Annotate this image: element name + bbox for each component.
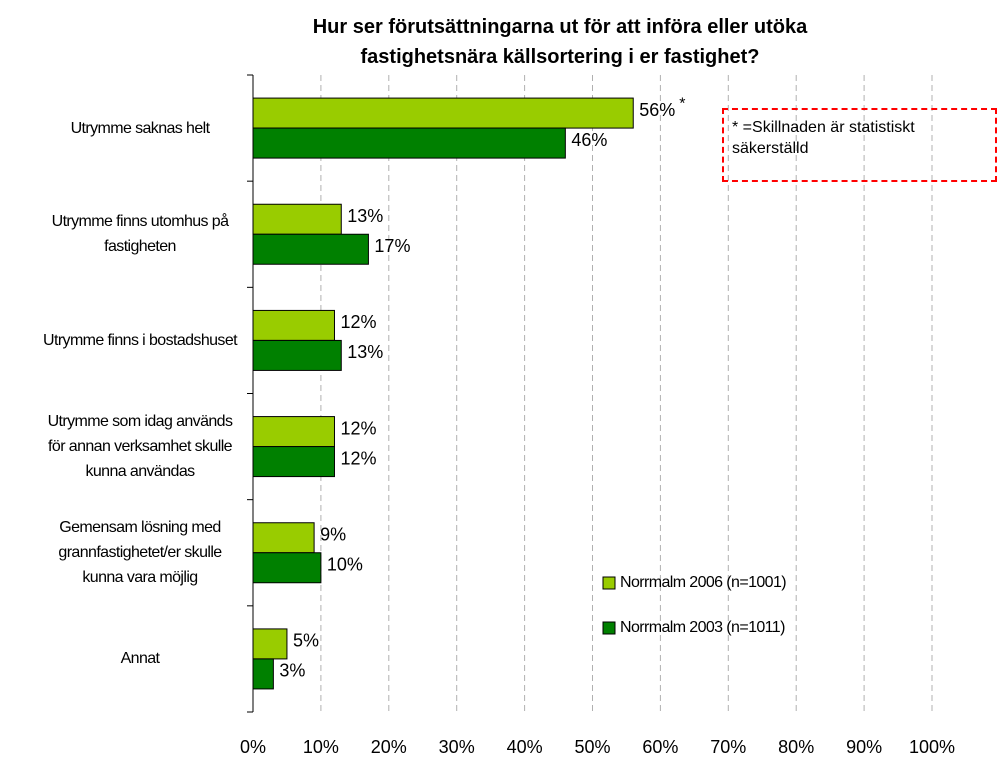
bar (252, 233, 369, 265)
bar (252, 552, 322, 584)
x-tick-label: 60% (642, 737, 678, 757)
x-tick-label: 70% (710, 737, 746, 757)
bar (252, 446, 335, 478)
category-label: Utrymme finns i bostadshuset (43, 331, 238, 349)
category-label: Utrymme finns utomhus på fastigheten (51, 213, 229, 256)
value-label: 12% (340, 418, 376, 438)
value-label: 12% (340, 312, 376, 332)
legend-swatch (602, 576, 616, 590)
chart-title: Hur ser förutsättningarna ut för att inf… (312, 16, 808, 68)
bar (252, 309, 335, 341)
category-label: Utrymme som idag används för annan verks… (47, 413, 233, 481)
value-label: 46% (571, 130, 607, 150)
value-label: 13% (347, 206, 383, 226)
x-tick-label: 90% (846, 737, 882, 757)
bar (252, 416, 335, 448)
annotation: * =Skillnaden är statistiskt säkerställd (722, 108, 997, 182)
bar (252, 97, 634, 129)
value-label: 3% (279, 661, 305, 681)
legend-label: Norrmalm 2006 (n=1001) (620, 574, 786, 591)
x-tick-label: 0% (240, 737, 266, 757)
value-label: 17% (374, 236, 410, 256)
x-tick-label: 50% (574, 737, 610, 757)
bar (252, 658, 274, 690)
value-label: 13% (347, 342, 383, 362)
x-tick-label: 10% (303, 737, 339, 757)
legend-swatch (602, 621, 616, 635)
legend-label: Norrmalm 2003 (n=1011) (620, 619, 785, 636)
category-label: Utrymme saknas helt (70, 119, 210, 137)
value-label: 9% (320, 525, 346, 545)
value-label: 56% (639, 100, 675, 120)
x-tick-label: 30% (439, 737, 475, 757)
x-tick-label: 40% (507, 737, 543, 757)
category-label: Annat (120, 650, 160, 668)
significance-mark: * (679, 95, 685, 112)
bar (252, 203, 342, 235)
bar (252, 628, 288, 660)
category-label: Gemensam lösning med grannfastighetet/er… (58, 519, 222, 587)
x-tick-label: 80% (778, 737, 814, 757)
x-tick-label: 100% (909, 737, 955, 757)
bar (252, 339, 342, 371)
value-label: 12% (340, 448, 376, 468)
value-label: 10% (327, 555, 363, 575)
value-label: 5% (293, 631, 319, 651)
bar (252, 522, 315, 554)
bar (252, 127, 566, 159)
x-tick-label: 20% (371, 737, 407, 757)
